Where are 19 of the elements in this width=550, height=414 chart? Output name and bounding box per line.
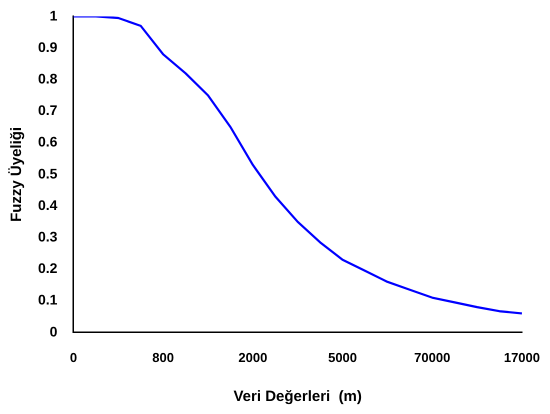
x-tick-label: 0 (70, 350, 78, 365)
y-axis-title: Fuzzy Üyeliği (8, 126, 26, 222)
y-tick-label: 0.2 (38, 260, 58, 276)
y-tick-label: 0.9 (38, 38, 58, 55)
x-tick-label: 5000 (328, 350, 357, 365)
y-tick-label: 0.1 (38, 292, 58, 308)
y-tick-label: 0.4 (38, 196, 58, 213)
x-axis-title: Veri Değerleri (m) (234, 388, 362, 406)
x-tick-label: 70000 (414, 350, 450, 365)
y-tick-label: 0.6 (38, 134, 58, 150)
x-tick-label: 800 (152, 350, 174, 365)
y-tick-label: 0 (50, 323, 58, 340)
y-tick-label: 0.3 (38, 228, 58, 244)
y-tick-label: 1 (50, 7, 58, 24)
x-tick-label: 2000 (238, 350, 268, 365)
y-tick-label: 0.5 (38, 165, 58, 182)
y-tick-label: 0.7 (38, 102, 58, 118)
y-tick-label: 0.8 (38, 70, 58, 86)
x-tick-label: 17000 (504, 350, 540, 365)
